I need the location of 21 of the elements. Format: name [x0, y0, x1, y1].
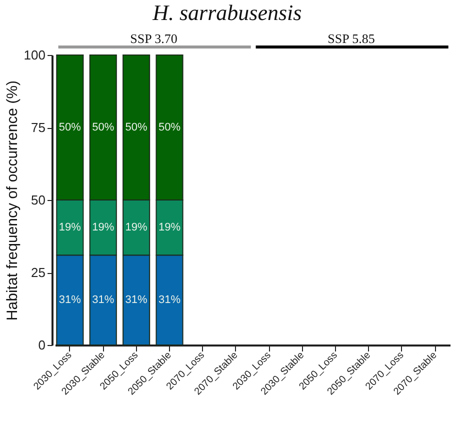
y-axis-title: Habitat frequency of occurrence (%) [4, 80, 21, 321]
data-label: 19% [58, 222, 82, 234]
text: SSP 3.70 [130, 31, 178, 46]
y-tick-label: 0 [38, 338, 46, 352]
chart-title: H. sarrabusensis [152, 0, 302, 25]
data-label: 50% [125, 122, 148, 134]
data-label: 19% [125, 222, 148, 234]
data-label: 31% [92, 294, 114, 306]
y-tick-label: 25 [31, 265, 46, 280]
data-label: 19% [92, 222, 114, 234]
data-label: 50% [58, 122, 82, 134]
y-tick-label: 100 [24, 48, 46, 62]
data-label: 31% [158, 294, 181, 306]
y-tick-label: 50 [31, 192, 46, 208]
data-label: 50% [158, 122, 181, 134]
data-label: 19% [158, 222, 181, 234]
data-label: 31% [125, 294, 148, 306]
data-label: 50% [92, 122, 114, 134]
data-label: 31% [58, 294, 82, 306]
text: SSP 5.85 [328, 31, 375, 46]
y-tick-label: 75 [31, 120, 46, 135]
